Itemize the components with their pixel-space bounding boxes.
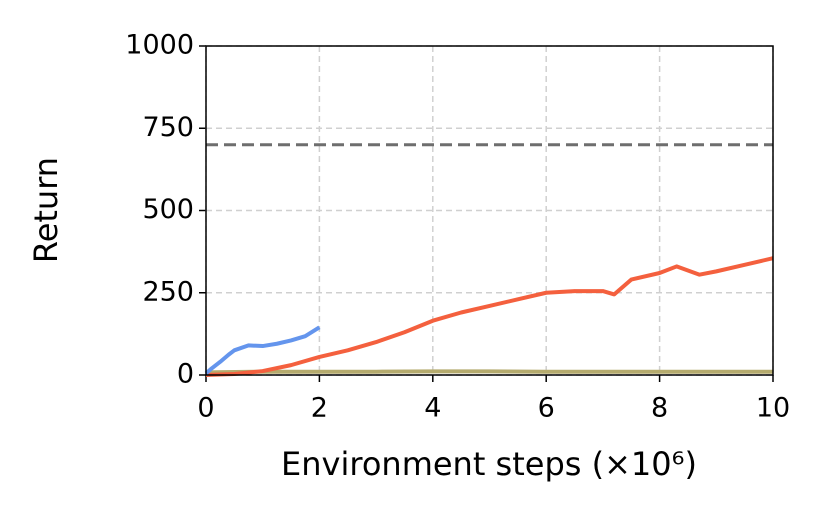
x-tick-label: 6 — [538, 393, 555, 424]
plot-frame — [205, 45, 774, 376]
y-tick-label: 750 — [142, 112, 194, 143]
series-line — [205, 369, 773, 375]
x-axis-label: Environment steps (×10⁶) — [281, 445, 697, 483]
x-tick-label: 0 — [197, 393, 214, 424]
y-tick-label: 250 — [142, 276, 194, 307]
y-tick-label: 500 — [142, 194, 194, 225]
x-tick-label: 8 — [651, 393, 668, 424]
series-line — [205, 256, 774, 377]
x-tick-label: 10 — [756, 393, 790, 424]
x-tick-label: 4 — [424, 393, 441, 424]
y-axis-label: Return — [27, 157, 65, 263]
series-line — [204, 325, 321, 375]
y-tick-label: 0 — [177, 359, 194, 390]
x-tick-label: 2 — [311, 393, 328, 424]
y-tick-label: 1000 — [125, 30, 194, 61]
